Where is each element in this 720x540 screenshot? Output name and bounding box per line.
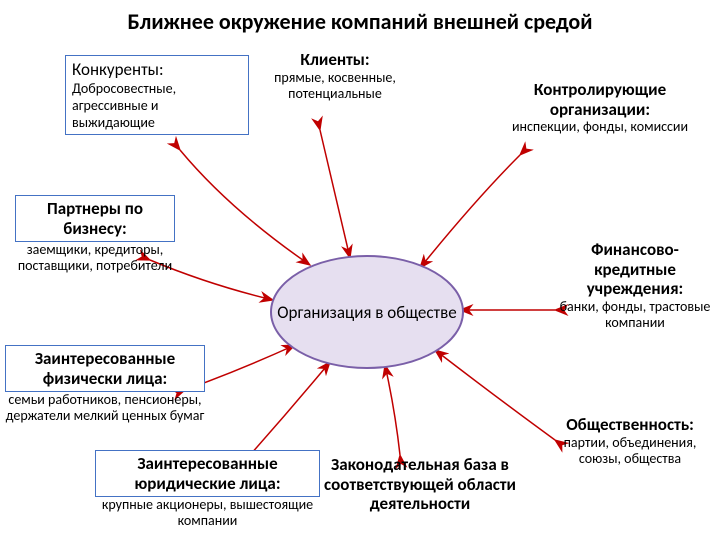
diagram-canvas: Ближнее окружение компаний внешней средо… [0, 0, 720, 540]
node-competitors-heading: Конкуренты: [72, 59, 242, 80]
node-controllers-heading: Контролирующие организации: [490, 80, 710, 119]
node-public: Общественность:партии, объединения, союз… [545, 415, 715, 467]
node-clients-sub: прямые, косвенные, потенциальные [255, 70, 415, 102]
node-fin-heading: Финансово-кредитные учреждения: [555, 240, 715, 299]
node-competitors-sub: Добросовестные, агрессивные и выжидающие [72, 80, 242, 131]
arrow-7 [250, 362, 330, 455]
node-competitors: Конкуренты:Добросовестные, агрессивные и… [65, 55, 249, 135]
node-public-sub: партии, объединения, союзы, общества [545, 435, 715, 467]
arrow-6 [435, 350, 555, 440]
arrow-0 [180, 150, 310, 265]
node-controllers: Контролирующие организации:инспекции, фо… [490, 80, 710, 135]
node-controllers-sub: инспекции, фонды, комиссии [490, 119, 710, 135]
node-legal: Заинтересованные юридические лица: крупны… [95, 450, 320, 529]
node-partners-heading: Партнеры по бизнесу: [22, 199, 168, 238]
node-phys: Заинтересованные физически лица: семьи ра… [5, 345, 205, 424]
node-public-heading: Общественность: [545, 415, 715, 435]
node-fin: Финансово-кредитные учреждения:банки, фо… [555, 240, 715, 331]
node-phys-sub: семьи работников, пенсионеры, держатели … [5, 392, 205, 424]
node-law-heading: Законодательная база в соответствующей о… [300, 455, 540, 514]
center-node: Организация в обществе [270, 255, 464, 369]
arrow-1 [320, 130, 350, 258]
node-law: Законодательная база в соответствующей о… [300, 455, 540, 514]
arrow-2 [420, 155, 520, 268]
node-phys-heading: Заинтересованные физически лица: [12, 349, 198, 388]
node-fin-sub: банки, фонды, трастовые компании [555, 299, 715, 331]
node-partners: Партнеры по бизнесу: заемщики, кредиторы,… [15, 195, 175, 274]
arrow-8 [385, 365, 400, 455]
page-title: Ближнее окружение компаний внешней средо… [0, 8, 720, 35]
node-legal-sub: крупные акционеры, вышестоящие компании [95, 497, 320, 529]
node-clients-heading: Клиенты: [255, 50, 415, 70]
node-legal-heading: Заинтересованные юридические лица: [102, 454, 313, 493]
center-label: Организация в обществе [277, 302, 456, 323]
node-partners-sub: заемщики, кредиторы, поставщики, потреби… [15, 242, 175, 274]
node-clients: Клиенты:прямые, косвенные, потенциальные [255, 50, 415, 102]
